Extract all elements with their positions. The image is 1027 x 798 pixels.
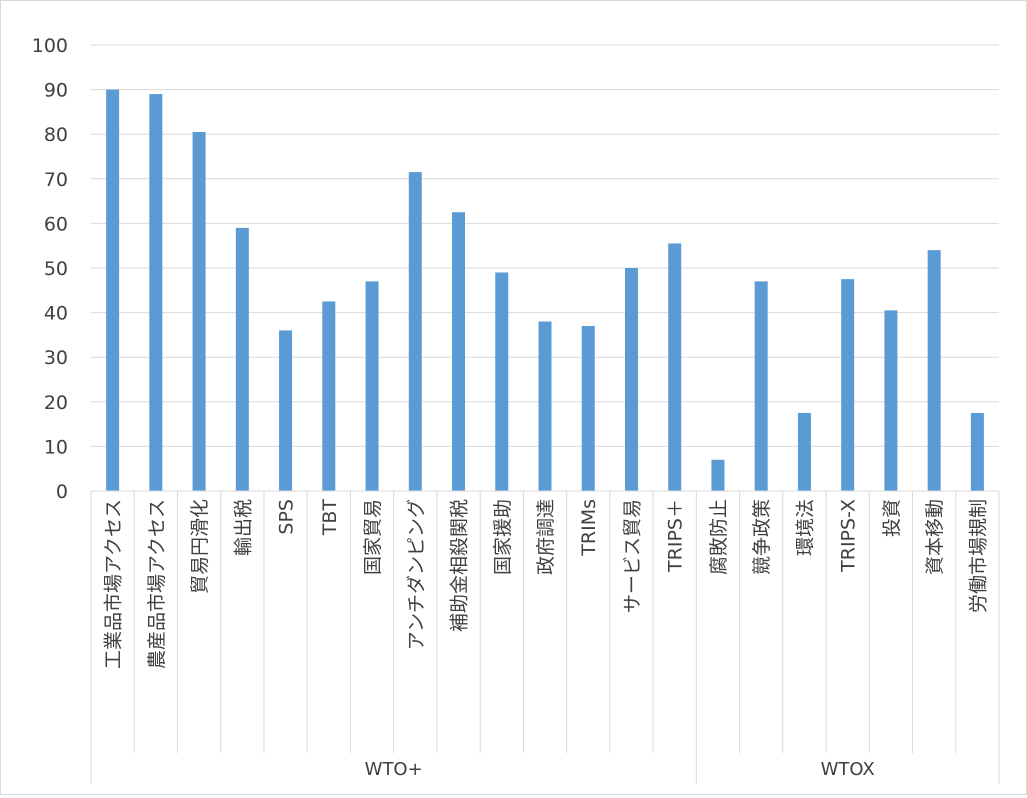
x-tick-label: 工業品市場アクセス bbox=[103, 499, 125, 669]
bar bbox=[754, 281, 768, 491]
y-tick-label: 100 bbox=[32, 35, 68, 57]
bars bbox=[106, 89, 984, 492]
bar bbox=[841, 279, 855, 491]
y-tick-label: 50 bbox=[44, 258, 68, 280]
y-axis-ticks: 0 10 20 30 40 50 60 70 80 90 100 bbox=[32, 35, 68, 503]
bar bbox=[970, 412, 984, 491]
x-tick-label: 資本移動 bbox=[924, 499, 946, 575]
bar bbox=[495, 272, 509, 491]
bar bbox=[149, 94, 163, 491]
y-tick-label: 20 bbox=[44, 392, 68, 414]
x-tick-label: 腐敗防止 bbox=[708, 499, 730, 575]
group-label: WTOX bbox=[821, 759, 875, 780]
bar bbox=[581, 325, 595, 491]
x-tick-label: 環境法 bbox=[794, 499, 816, 556]
x-tick-label: サービス貿易 bbox=[621, 499, 643, 613]
x-tick-label: 貿易円滑化 bbox=[189, 499, 211, 594]
bar bbox=[106, 89, 120, 491]
x-tick-label: 政府調達 bbox=[535, 499, 557, 575]
x-axis bbox=[90, 490, 1000, 784]
bar bbox=[452, 212, 466, 491]
x-tick-label: 農産品市場アクセス bbox=[146, 499, 168, 669]
y-tick-label: 80 bbox=[44, 124, 68, 146]
bar bbox=[711, 459, 725, 491]
bar bbox=[279, 330, 293, 491]
category-groups: WTO+ WTOX bbox=[365, 759, 875, 780]
x-tick-label: 国家貿易 bbox=[362, 499, 384, 575]
bar bbox=[408, 172, 422, 492]
y-tick-label: 10 bbox=[44, 436, 68, 458]
group-label: WTO+ bbox=[365, 759, 423, 780]
y-tick-label: 0 bbox=[56, 481, 68, 503]
bar bbox=[927, 250, 941, 491]
bar bbox=[235, 227, 249, 492]
bar bbox=[884, 310, 898, 491]
x-tick-label: SPS bbox=[276, 499, 298, 535]
bar bbox=[538, 321, 552, 491]
y-tick-label: 40 bbox=[44, 303, 68, 325]
x-tick-label: TBT bbox=[319, 499, 341, 537]
bar bbox=[365, 281, 379, 491]
x-tick-label: 競争政策 bbox=[751, 499, 773, 575]
bar bbox=[668, 243, 682, 491]
x-tick-label: アンチダンピング bbox=[405, 499, 427, 650]
bar bbox=[624, 268, 638, 491]
x-tick-label: TRIPS＋ bbox=[665, 499, 687, 573]
bar bbox=[322, 301, 336, 491]
x-tick-label: 補助金相殺関税 bbox=[449, 499, 471, 632]
x-tick-label: TRIPS-X bbox=[838, 499, 860, 573]
bar bbox=[797, 412, 811, 491]
y-tick-label: 90 bbox=[44, 80, 68, 102]
y-tick-label: 60 bbox=[44, 213, 68, 235]
x-axis-labels: 工業品市場アクセス 農産品市場アクセス 貿易円滑化 輸出税 SPS TBT 国家貿易 アンチダ… bbox=[103, 499, 990, 669]
x-tick-label: 輸出税 bbox=[232, 499, 254, 556]
bar bbox=[192, 131, 206, 491]
y-tick-label: 30 bbox=[44, 347, 68, 369]
y-tick-label: 70 bbox=[44, 169, 68, 191]
x-tick-label: 国家援助 bbox=[492, 499, 514, 575]
x-tick-label: 労働市場規制 bbox=[967, 499, 989, 613]
x-tick-label: 投資 bbox=[881, 499, 903, 537]
x-tick-label: TRIMs bbox=[578, 499, 600, 557]
